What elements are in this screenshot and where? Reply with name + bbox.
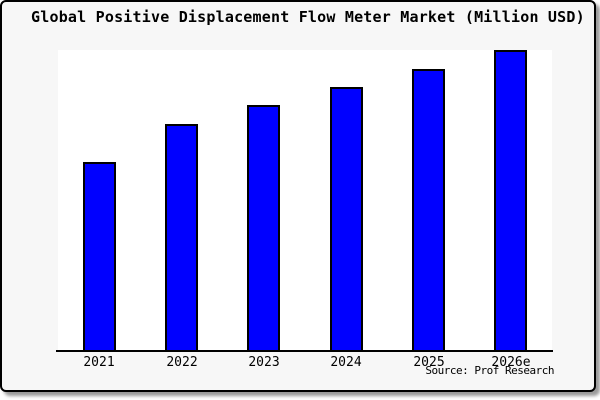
chart-card: Global Positive Displacement Flow Meter … <box>0 0 596 392</box>
x-axis-label-2023: 2023 <box>248 355 280 370</box>
x-axis-label-2022: 2022 <box>166 355 198 370</box>
x-axis-label-2024: 2024 <box>330 355 362 370</box>
bar-2024 <box>330 87 363 350</box>
plot-area <box>58 50 552 350</box>
x-axis-line <box>56 350 553 352</box>
bar-2022 <box>165 124 198 350</box>
bar-2023 <box>247 105 280 350</box>
x-axis-label-2026e: 2026e <box>491 355 531 370</box>
bar-2026e <box>494 50 527 350</box>
source-note: Source: Prof Research <box>425 364 554 377</box>
x-axis-label-2025: 2025 <box>413 355 445 370</box>
bar-2025 <box>412 69 445 350</box>
x-axis-label-2021: 2021 <box>83 355 115 370</box>
bar-2021 <box>83 162 116 350</box>
chart-title: Global Positive Displacement Flow Meter … <box>31 8 585 26</box>
